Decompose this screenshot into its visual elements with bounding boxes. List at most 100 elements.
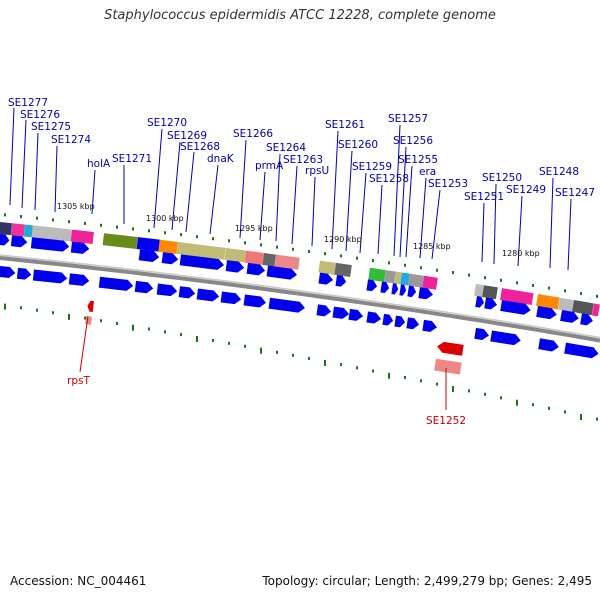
forward-gene-arrow bbox=[382, 313, 394, 326]
gene-label[interactable]: SE1270 bbox=[147, 117, 187, 129]
feature-block bbox=[70, 229, 94, 244]
forward-gene-arrow bbox=[335, 275, 347, 287]
position-tick-label: 1290 kbp bbox=[324, 235, 362, 244]
gene-label[interactable]: SE1256 bbox=[393, 135, 433, 147]
scale-tick bbox=[292, 247, 294, 251]
scale-tick bbox=[500, 396, 502, 400]
forward-gene-arrow bbox=[418, 287, 434, 300]
backbone-line bbox=[0, 256, 600, 343]
reverse-gene-arrow bbox=[87, 300, 94, 312]
scale-tick bbox=[196, 336, 198, 342]
scale-tick bbox=[548, 406, 550, 410]
gene-label[interactable]: rpsT bbox=[67, 375, 90, 387]
gene-label[interactable]: SE1266 bbox=[233, 128, 273, 140]
feature-block bbox=[23, 224, 33, 238]
gene-label[interactable]: SE1277 bbox=[8, 97, 48, 109]
gene-label[interactable]: SE1255 bbox=[398, 154, 438, 166]
scale-tick bbox=[20, 215, 22, 219]
gene-label[interactable]: SE1276 bbox=[20, 109, 60, 121]
scale-tick bbox=[420, 266, 422, 270]
scale-tick bbox=[164, 330, 166, 334]
feature-block bbox=[31, 225, 72, 242]
scale-tick bbox=[52, 218, 54, 222]
scale-tick bbox=[324, 252, 326, 256]
forward-gene-arrow bbox=[196, 288, 220, 302]
gene-label[interactable]: SE1258 bbox=[369, 173, 409, 185]
gene-label[interactable]: rpsU bbox=[305, 165, 329, 177]
feature-block bbox=[318, 260, 336, 275]
label-leader-line bbox=[493, 183, 497, 265]
position-tick-label: 1300 kbp bbox=[146, 214, 184, 223]
scale-tick bbox=[4, 303, 6, 310]
gene-label[interactable]: SE1261 bbox=[325, 119, 365, 131]
forward-gene-arrow bbox=[266, 265, 298, 280]
scale-tick bbox=[116, 322, 118, 325]
label-leader-line bbox=[399, 146, 407, 258]
label-leader-line bbox=[209, 164, 219, 235]
gene-label[interactable]: holA bbox=[87, 158, 111, 170]
scale-tick bbox=[228, 239, 230, 243]
forward-gene-arrow bbox=[348, 308, 364, 321]
scale-tick bbox=[452, 271, 454, 275]
scale-tick bbox=[388, 372, 390, 379]
gene-label[interactable]: SE1274 bbox=[51, 134, 91, 146]
scale-tick bbox=[244, 344, 246, 348]
scale-tick bbox=[36, 308, 38, 312]
gene-label[interactable]: SE1275 bbox=[31, 121, 71, 133]
scale-tick bbox=[148, 229, 150, 233]
label-leader-line bbox=[34, 132, 39, 211]
forward-gene-arrow bbox=[32, 269, 68, 284]
scale-tick bbox=[196, 235, 198, 239]
feature-block bbox=[571, 300, 594, 316]
scale-tick bbox=[116, 225, 118, 229]
forward-gene-arrow bbox=[243, 294, 267, 308]
gene-label[interactable]: SE1269 bbox=[167, 130, 207, 142]
gene-label[interactable]: SE1247 bbox=[555, 187, 595, 199]
feature-block bbox=[394, 271, 402, 285]
forward-gene-arrow bbox=[475, 296, 485, 308]
forward-gene-arrow bbox=[179, 254, 224, 270]
scale-tick bbox=[404, 263, 406, 267]
gene-label[interactable]: SE1253 bbox=[428, 178, 468, 190]
scale-tick bbox=[228, 341, 230, 345]
feature-block bbox=[274, 254, 300, 270]
scale-tick bbox=[436, 268, 438, 272]
scale-tick bbox=[500, 278, 502, 282]
label-leader-line bbox=[79, 315, 89, 373]
gene-label[interactable]: SE1260 bbox=[338, 139, 378, 151]
gene-label[interactable]: SE1259 bbox=[352, 161, 392, 173]
forward-gene-arrow bbox=[366, 311, 382, 324]
forward-gene-arrow bbox=[380, 281, 390, 294]
forward-gene-arrow bbox=[394, 315, 406, 328]
label-leader-line bbox=[153, 128, 163, 229]
scale-tick bbox=[68, 313, 70, 320]
gene-label[interactable]: era bbox=[419, 166, 436, 178]
gene-label[interactable]: SE1263 bbox=[283, 154, 323, 166]
forward-gene-arrow bbox=[490, 330, 521, 346]
backbone-highlight bbox=[0, 254, 600, 339]
forward-gene-arrow bbox=[156, 283, 178, 297]
feature-block bbox=[557, 297, 574, 312]
forward-gene-arrow bbox=[422, 319, 438, 332]
gene-label[interactable]: SE1251 bbox=[464, 191, 504, 203]
gene-label[interactable]: SE1250 bbox=[482, 172, 522, 184]
scale-tick bbox=[52, 311, 54, 315]
gene-label[interactable]: SE1257 bbox=[388, 113, 428, 125]
gene-label[interactable]: SE1252 bbox=[426, 415, 466, 427]
gene-label[interactable]: dnaK bbox=[207, 153, 235, 165]
forward-gene-arrow bbox=[538, 338, 559, 352]
scale-tick bbox=[340, 254, 342, 258]
gene-label[interactable]: SE1249 bbox=[506, 184, 546, 196]
gene-label[interactable]: SE1248 bbox=[539, 166, 579, 178]
gene-label[interactable]: SE1268 bbox=[180, 141, 220, 153]
feature-block bbox=[536, 293, 560, 310]
label-leader-line bbox=[549, 177, 554, 269]
forward-gene-arrow bbox=[316, 304, 332, 317]
gene-label[interactable]: SE1271 bbox=[112, 153, 152, 165]
gene-label[interactable]: SE1264 bbox=[266, 142, 306, 154]
forward-gene-arrow bbox=[500, 300, 531, 315]
scale-tick bbox=[404, 376, 406, 379]
gene-label[interactable]: prmA bbox=[255, 160, 284, 172]
scale-tick bbox=[452, 386, 454, 392]
scale-tick bbox=[180, 233, 182, 237]
